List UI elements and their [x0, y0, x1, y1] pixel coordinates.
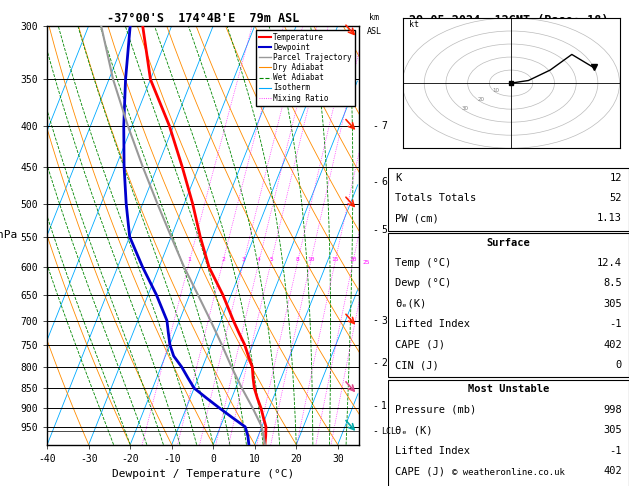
Text: -: - — [372, 426, 378, 436]
Text: 2: 2 — [381, 358, 387, 368]
Text: Dewp (°C): Dewp (°C) — [395, 278, 452, 289]
X-axis label: Dewpoint / Temperature (°C): Dewpoint / Temperature (°C) — [112, 469, 294, 479]
Text: Lifted Index: Lifted Index — [395, 319, 470, 330]
Text: 8: 8 — [296, 257, 299, 262]
Text: θₑ(K): θₑ(K) — [395, 299, 426, 309]
Text: 20: 20 — [477, 97, 484, 103]
Text: 7: 7 — [381, 121, 387, 131]
Text: 12.4: 12.4 — [597, 258, 622, 268]
Text: 12: 12 — [610, 173, 622, 183]
Text: 20: 20 — [349, 257, 357, 262]
Text: -: - — [372, 401, 378, 411]
Bar — [388, 380, 629, 486]
Text: K: K — [395, 173, 401, 183]
Text: 29.05.2024  12GMT (Base: 18): 29.05.2024 12GMT (Base: 18) — [409, 14, 608, 27]
Text: 3: 3 — [242, 257, 245, 262]
Text: CAPE (J): CAPE (J) — [395, 466, 445, 476]
Text: 998: 998 — [603, 405, 622, 415]
Text: -: - — [372, 177, 378, 187]
Bar — [388, 233, 629, 378]
Text: -: - — [372, 358, 378, 368]
Text: LCL: LCL — [381, 427, 396, 436]
Text: 402: 402 — [603, 340, 622, 350]
Title: -37°00'S  174°4B'E  79m ASL: -37°00'S 174°4B'E 79m ASL — [107, 12, 299, 25]
Text: 6: 6 — [381, 177, 387, 187]
Text: 1: 1 — [381, 401, 387, 411]
Text: CAPE (J): CAPE (J) — [395, 340, 445, 350]
Text: 8.5: 8.5 — [603, 278, 622, 289]
Text: -: - — [372, 226, 378, 235]
Bar — [388, 168, 629, 231]
Text: θₑ (K): θₑ (K) — [395, 425, 433, 435]
Text: hPa: hPa — [0, 230, 18, 240]
Text: 30: 30 — [462, 106, 469, 111]
Text: 4: 4 — [257, 257, 261, 262]
Text: 52: 52 — [610, 193, 622, 203]
Text: Pressure (mb): Pressure (mb) — [395, 405, 477, 415]
Text: -1: -1 — [610, 319, 622, 330]
Text: 3: 3 — [381, 315, 387, 326]
Text: 5: 5 — [381, 226, 387, 235]
Text: Temp (°C): Temp (°C) — [395, 258, 452, 268]
Text: km: km — [369, 13, 379, 21]
Text: -1: -1 — [610, 446, 622, 456]
Text: 10: 10 — [307, 257, 314, 262]
Text: 10: 10 — [493, 88, 499, 93]
Text: Lifted Index: Lifted Index — [395, 446, 470, 456]
Text: 15: 15 — [331, 257, 339, 262]
Text: 0: 0 — [616, 360, 622, 370]
Text: Totals Totals: Totals Totals — [395, 193, 477, 203]
Text: Surface: Surface — [487, 238, 530, 248]
Text: 5: 5 — [269, 257, 273, 262]
Text: 2: 2 — [221, 257, 225, 262]
Legend: Temperature, Dewpoint, Parcel Trajectory, Dry Adiabat, Wet Adiabat, Isotherm, Mi: Temperature, Dewpoint, Parcel Trajectory… — [256, 30, 355, 105]
Text: 402: 402 — [603, 466, 622, 476]
Text: ASL: ASL — [367, 27, 381, 36]
Text: Most Unstable: Most Unstable — [468, 384, 549, 395]
Text: kt: kt — [409, 20, 419, 29]
Text: CIN (J): CIN (J) — [395, 360, 439, 370]
Text: -: - — [372, 315, 378, 326]
Text: 305: 305 — [603, 425, 622, 435]
Text: 1: 1 — [187, 257, 191, 262]
Text: © weatheronline.co.uk: © weatheronline.co.uk — [452, 468, 565, 477]
Text: 25: 25 — [363, 260, 370, 264]
Text: 1.13: 1.13 — [597, 213, 622, 224]
Text: -: - — [372, 121, 378, 131]
Text: 305: 305 — [603, 299, 622, 309]
Text: PW (cm): PW (cm) — [395, 213, 439, 224]
